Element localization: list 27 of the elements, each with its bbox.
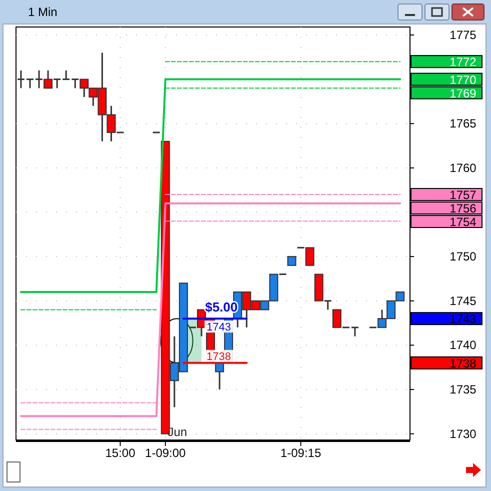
x-tick-label: 1-09:15	[280, 446, 322, 460]
y-tick-label: 1756	[450, 202, 477, 216]
data-label: 1743	[206, 322, 231, 334]
y-tick-label: 1775	[450, 28, 477, 42]
y-tick-label: 1743	[450, 312, 477, 326]
y-tick-label: 1735	[450, 382, 477, 396]
annotation: Jun	[168, 425, 188, 439]
y-tick-label: 1740	[450, 338, 477, 352]
y-tick-label: 1765	[450, 116, 477, 131]
y-tick-label: 1738	[450, 356, 477, 370]
y-tick-label: 1760	[450, 160, 477, 175]
y-tick-label: 1745	[450, 294, 477, 308]
y-tick-label: 1750	[450, 250, 477, 264]
chart-title: 1 Min	[28, 5, 58, 19]
y-tick-label: 1772	[450, 55, 477, 70]
y-tick-label: 1770	[450, 72, 477, 87]
y-tick-label: 1757	[450, 188, 477, 202]
y-tick-label: 1730	[450, 426, 477, 441]
y-tick-label: 1754	[450, 215, 477, 230]
candlestick	[26, 78, 34, 89]
data-label: 1738	[206, 350, 231, 363]
candlestick	[350, 326, 360, 338]
candlestick	[16, 70, 26, 89]
candlestick	[62, 70, 70, 80]
x-tick-label: 1-09:00	[145, 446, 186, 460]
x-tick-label: 15:00	[105, 446, 136, 460]
y-tick-label: 1769	[450, 86, 477, 100]
